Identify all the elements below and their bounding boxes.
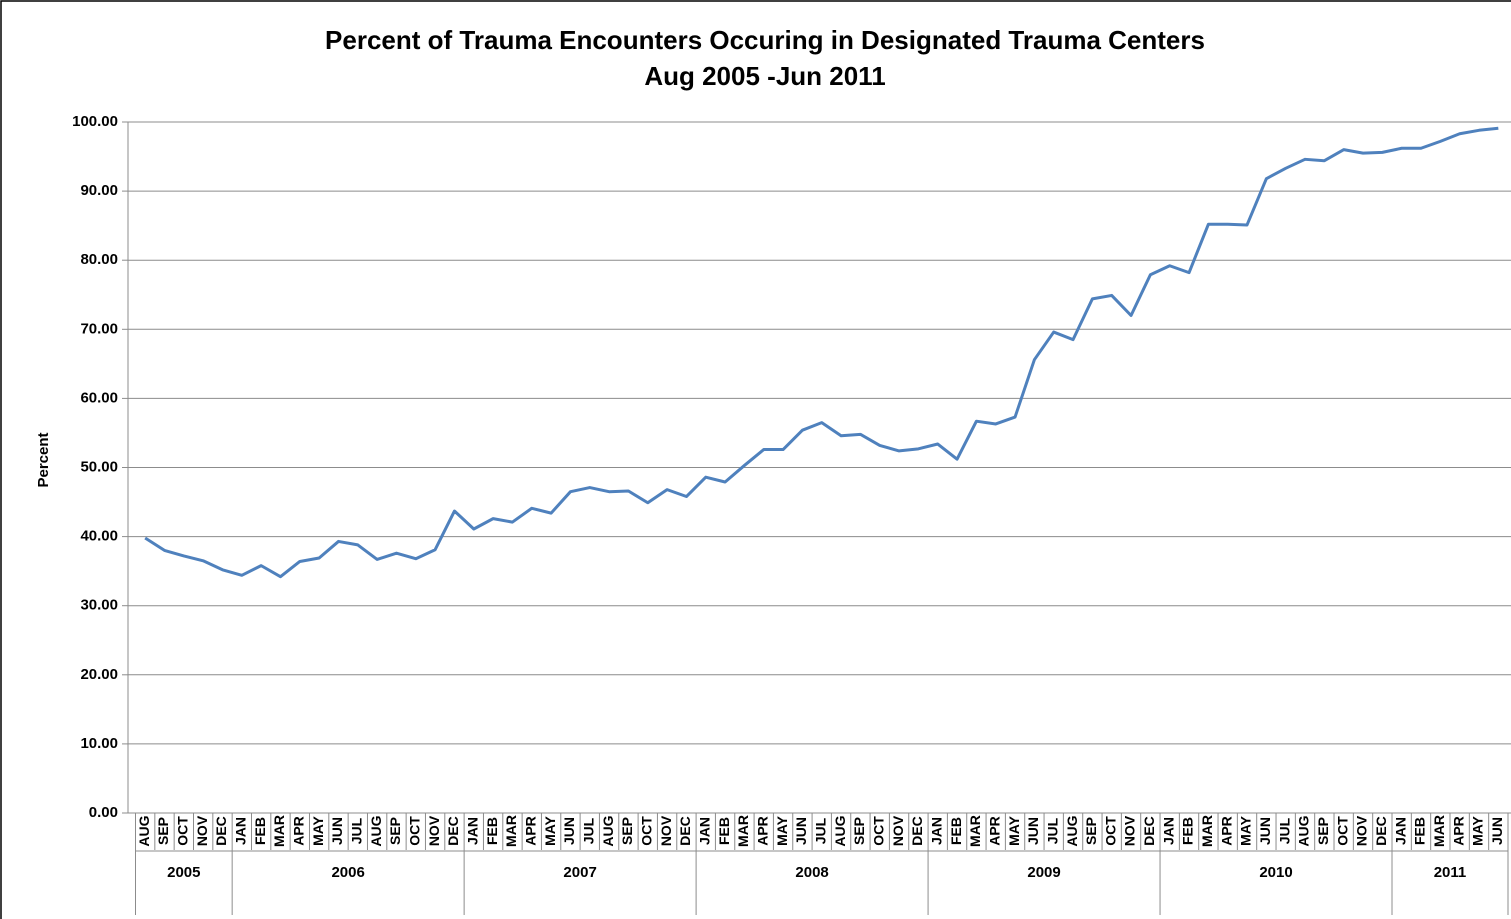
x-tick-label: APR: [291, 816, 307, 846]
x-tick-label: APR: [1450, 816, 1466, 846]
x-tick-label: MAY: [774, 815, 790, 845]
x-tick-label: APR: [754, 816, 770, 846]
x-tick-label: JUN: [793, 817, 809, 845]
x-tick-label: AUG: [368, 815, 384, 846]
x-tick-label: JAN: [464, 817, 480, 845]
group-label: 2008: [795, 864, 828, 881]
x-tick-label: DEC: [909, 816, 925, 846]
x-tick-label: DEC: [1373, 816, 1389, 846]
y-tick-label: 70.00: [80, 320, 118, 337]
x-tick-label: FEB: [1180, 817, 1196, 845]
x-tick-label: MAY: [1470, 815, 1486, 845]
group-label: 2005: [167, 864, 200, 881]
x-tick-label: OCT: [870, 816, 886, 846]
x-tick-label: DEC: [677, 816, 693, 846]
x-tick-label: FEB: [716, 817, 732, 845]
x-tick-label: DEC: [213, 816, 229, 846]
x-tick-label: NOV: [658, 815, 674, 846]
x-tick-label: MAY: [1006, 815, 1022, 845]
group-label: 2007: [563, 864, 596, 881]
x-tick-label: JUN: [561, 817, 577, 845]
x-tick-label: NOV: [426, 815, 442, 846]
y-tick-label: 50.00: [80, 458, 118, 475]
x-tick-label: SEP: [851, 817, 867, 845]
y-tick-label: 60.00: [80, 389, 118, 406]
x-tick-label: JUN: [1489, 817, 1505, 845]
y-tick-label: 20.00: [80, 666, 118, 683]
x-tick-label: OCT: [1102, 816, 1118, 846]
x-tick-label: AUG: [600, 815, 616, 846]
x-tick-label: AUG: [1296, 815, 1312, 846]
x-tick-label: JUN: [329, 817, 345, 845]
x-tick-label: AUG: [832, 815, 848, 846]
group-label: 2009: [1027, 864, 1060, 881]
x-tick-label: DEC: [445, 816, 461, 846]
x-tick-label: JAN: [233, 817, 249, 845]
x-tick-label: OCT: [175, 816, 191, 846]
x-tick-label: JAN: [928, 817, 944, 845]
y-axis-label: Percent: [35, 432, 52, 487]
x-tick-label: JUL: [349, 817, 365, 844]
y-tick-label: 80.00: [80, 251, 118, 268]
x-tick-label: SEP: [1315, 817, 1331, 845]
x-tick-label: AUG: [136, 815, 152, 846]
y-tick-label: 90.00: [80, 182, 118, 199]
x-tick-label: APR: [1218, 816, 1234, 846]
y-tick-label: 100.00: [72, 113, 118, 130]
y-tick-label: 40.00: [80, 528, 118, 545]
x-tick-label: MAR: [1199, 815, 1215, 847]
group-label: 2010: [1259, 864, 1292, 881]
group-label: 2011: [1434, 864, 1467, 881]
x-tick-label: JAN: [1392, 817, 1408, 845]
x-tick-label: SEP: [619, 817, 635, 845]
x-tick-label: JAN: [696, 817, 712, 845]
chart-subtitle: Aug 2005 -Jun 2011: [644, 61, 885, 91]
x-tick-label: JUL: [580, 817, 596, 844]
x-tick-label: MAR: [735, 815, 751, 847]
x-tick-label: APR: [986, 816, 1002, 846]
x-tick-label: OCT: [638, 816, 654, 846]
x-tick-label: MAY: [1238, 815, 1254, 845]
x-tick-label: MAR: [271, 815, 287, 847]
x-tick-label: FEB: [948, 817, 964, 845]
chart-title: Percent of Trauma Encounters Occuring in…: [325, 25, 1205, 55]
x-tick-label: JUN: [1025, 817, 1041, 845]
x-tick-label: MAR: [503, 815, 519, 847]
group-label: 2006: [331, 864, 364, 881]
x-tick-label: SEP: [155, 817, 171, 845]
x-tick-label: JUN: [1257, 817, 1273, 845]
x-tick-label: NOV: [1122, 815, 1138, 846]
x-tick-label: MAY: [310, 815, 326, 845]
x-tick-label: SEP: [387, 817, 403, 845]
x-tick-label: SEP: [1083, 817, 1099, 845]
y-tick-label: 30.00: [80, 597, 118, 614]
x-tick-label: MAR: [967, 815, 983, 847]
y-tick-label: 10.00: [80, 735, 118, 752]
x-tick-label: FEB: [252, 817, 268, 845]
x-tick-label: FEB: [1412, 817, 1428, 845]
x-tick-label: OCT: [1334, 816, 1350, 846]
x-tick-label: DEC: [1141, 816, 1157, 846]
y-tick-label: 0.00: [89, 804, 118, 821]
x-tick-label: AUG: [1064, 815, 1080, 846]
data-line: [144, 126, 1499, 579]
x-tick-label: NOV: [1354, 815, 1370, 846]
x-tick-label: FEB: [484, 817, 500, 845]
x-tick-label: JAN: [1160, 817, 1176, 845]
x-tick-label: NOV: [194, 815, 210, 846]
x-tick-label: OCT: [407, 816, 423, 846]
x-tick-label: NOV: [890, 815, 906, 846]
x-tick-label: JUL: [1044, 817, 1060, 844]
x-tick-label: APR: [522, 816, 538, 846]
x-tick-label: JUL: [812, 817, 828, 844]
x-tick-label: JUL: [1276, 817, 1292, 844]
x-tick-label: MAY: [542, 815, 558, 845]
x-tick-label: MAR: [1431, 815, 1447, 847]
